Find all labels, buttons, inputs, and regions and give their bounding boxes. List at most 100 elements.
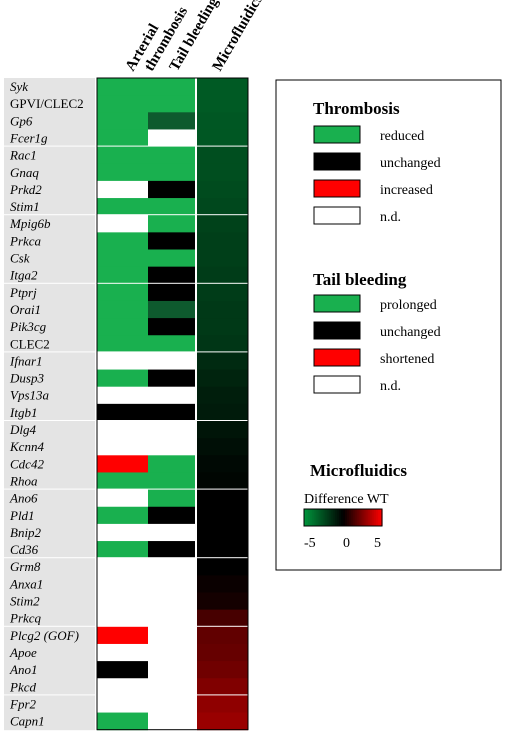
tail-bleeding-cell xyxy=(148,352,197,371)
gene-label: Ptprj xyxy=(9,285,37,300)
microfluidics-cell xyxy=(197,541,248,559)
gene-label-bg xyxy=(4,712,95,731)
microfluidics-cell xyxy=(197,403,248,422)
thrombosis-cell xyxy=(97,541,148,559)
legend-gradient-step xyxy=(370,509,373,526)
microfluidics-cell xyxy=(197,489,248,508)
legend-gradient-step xyxy=(362,509,366,526)
gene-label: Ano1 xyxy=(9,662,37,677)
thrombosis-cell xyxy=(97,78,148,96)
thrombosis-cell xyxy=(97,609,148,628)
tail-bleeding-cell xyxy=(148,300,197,319)
tail-bleeding-cell xyxy=(148,232,197,250)
microfluidics-cell xyxy=(197,678,248,696)
thrombosis-cell xyxy=(97,506,148,525)
gene-label-bg xyxy=(4,695,95,714)
microfluidics-cell xyxy=(197,523,248,542)
microfluidics-cell xyxy=(197,335,248,353)
gene-label: Orai1 xyxy=(10,302,41,317)
tail-bleeding-cell xyxy=(148,283,197,302)
gene-label: Rhoa xyxy=(9,473,38,488)
gene-label: Stim1 xyxy=(10,199,40,214)
thrombosis-cell xyxy=(97,283,148,302)
legend-thrombosis-label: unchanged xyxy=(380,156,441,171)
gene-label-bg xyxy=(4,146,95,165)
microfluidics-cell xyxy=(197,558,248,576)
gene-label: Mpig6b xyxy=(9,216,51,231)
thrombosis-cell xyxy=(97,232,148,250)
thrombosis-cell xyxy=(97,198,148,216)
tail-bleeding-cell xyxy=(148,146,197,165)
legend-tail-swatch xyxy=(313,294,361,313)
legend-tail-items: prolonged unchanged shortened n.d. xyxy=(313,294,441,394)
gene-label: Dlg4 xyxy=(9,422,37,437)
gene-label-bg xyxy=(4,455,95,473)
microfluidics-cell xyxy=(197,95,248,113)
thrombosis-cell xyxy=(97,592,148,611)
legend-gradient-step xyxy=(327,509,330,526)
legend-gradient-step xyxy=(319,509,323,526)
gene-label-bg xyxy=(4,112,95,130)
gene-label-bg xyxy=(4,489,95,508)
legend-thrombosis-swatch xyxy=(313,179,361,198)
gene-label: Pkcd xyxy=(9,679,36,694)
thrombosis-cell xyxy=(97,523,148,542)
gene-label-bg xyxy=(4,472,95,491)
legend-thrombosis-items: reduced unchanged increased n.d. xyxy=(313,125,441,225)
column-headers: Arterial thrombosis Tail bleeding Microf… xyxy=(123,0,267,74)
gene-label: CLEC2 xyxy=(10,336,50,351)
gene-label-bg xyxy=(4,283,95,302)
gene-label: Kcnn4 xyxy=(9,439,44,454)
thrombosis-cell xyxy=(97,643,148,662)
thrombosis-cell xyxy=(97,352,148,371)
thrombosis-cell xyxy=(97,112,148,130)
tail-bleeding-cell xyxy=(148,266,197,285)
tail-bleeding-cell xyxy=(148,386,197,405)
gene-label-bg xyxy=(4,335,95,353)
thrombosis-cell xyxy=(97,678,148,696)
gene-label-bg xyxy=(4,198,95,216)
legend-gradient-step xyxy=(339,509,342,526)
legend-title-thrombosis: Thrombosis xyxy=(313,99,400,118)
gene-label-bg xyxy=(4,541,95,559)
gene-label-bg xyxy=(4,95,95,113)
gene-label: Pik3cg xyxy=(9,319,47,334)
gene-label: Stim2 xyxy=(10,594,40,609)
legend-gradient-step xyxy=(333,509,336,526)
gene-label-bg xyxy=(4,78,95,96)
microfluidics-cell xyxy=(197,369,248,388)
column-header-microfluidics: Microfluidics xyxy=(210,0,267,74)
legend-title-tail-bleeding: Tail bleeding xyxy=(313,270,407,289)
tail-bleeding-cell xyxy=(148,403,197,422)
microfluidics-cell xyxy=(197,318,248,336)
thrombosis-cell xyxy=(97,626,148,645)
thrombosis-cell xyxy=(97,489,148,508)
legend-gradient-step xyxy=(372,509,375,526)
gene-label: Fcer1g xyxy=(9,130,48,145)
thrombosis-cell xyxy=(97,300,148,319)
legend-title-microfluidics: Microfluidics xyxy=(310,461,407,480)
legend-gradient-step xyxy=(331,509,334,526)
legend-thrombosis-swatch xyxy=(313,125,361,144)
thrombosis-cell xyxy=(97,712,148,731)
legend-thrombosis-label: increased xyxy=(380,183,433,198)
tail-bleeding-cell xyxy=(148,523,197,542)
tail-bleeding-cell xyxy=(148,95,197,113)
legend-gradient-step xyxy=(346,509,350,526)
tail-bleeding-cell xyxy=(148,661,197,679)
legend-gradient-step xyxy=(356,509,360,526)
thrombosis-cell xyxy=(97,421,148,439)
gene-label-bg xyxy=(4,403,95,422)
legend-gradient-step xyxy=(323,509,327,526)
gene-label-bg xyxy=(4,523,95,542)
gene-label-bg xyxy=(4,369,95,388)
legend-tick-zero: 0 xyxy=(343,536,350,551)
microfluidics-cell xyxy=(197,180,248,199)
legend-gradient-step xyxy=(313,509,317,526)
legend-microfluidics-subtitle: Difference WT xyxy=(304,492,389,507)
microfluidics-cell xyxy=(197,626,248,645)
legend-gradient-step xyxy=(335,509,338,526)
gene-label-bg xyxy=(4,438,95,456)
legend-tail-label: prolonged xyxy=(380,298,437,313)
microfluidics-cell xyxy=(197,472,248,491)
